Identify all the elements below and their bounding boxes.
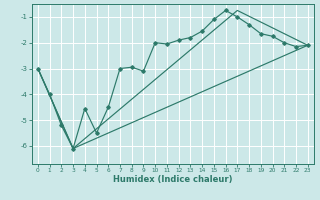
X-axis label: Humidex (Indice chaleur): Humidex (Indice chaleur)	[113, 175, 233, 184]
